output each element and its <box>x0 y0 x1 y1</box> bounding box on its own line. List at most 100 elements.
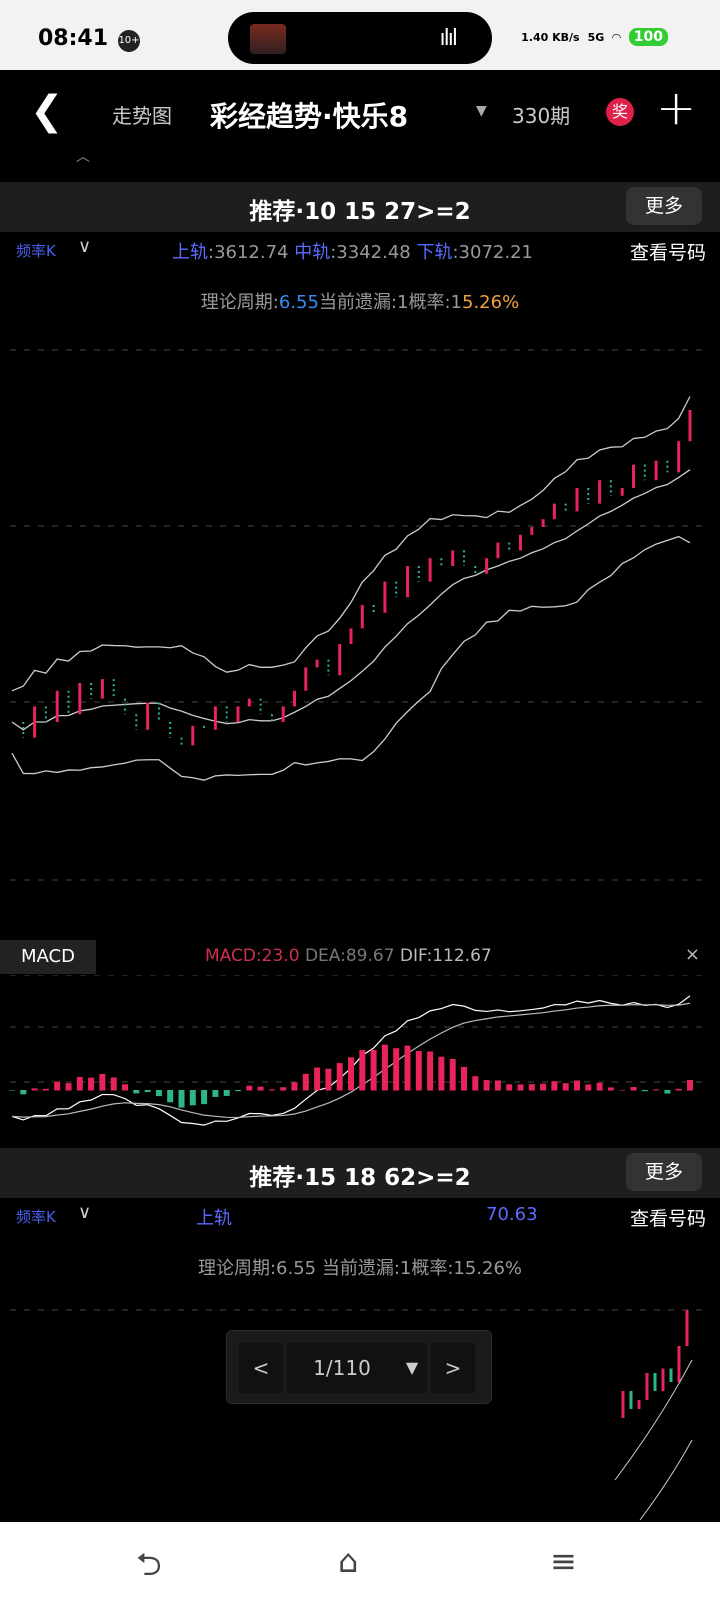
macd-bar <box>461 1066 467 1091</box>
issue-count[interactable]: 330期 <box>512 104 571 128</box>
status-bar: 08:41 10+ ılıl 1.40 KB/s 5G ◠ 100 <box>0 0 720 70</box>
freq-k-selector[interactable]: 频率K <box>16 1208 56 1226</box>
band-info-row-2: 频率K ∨ 上轨 70.63 查看号码 <box>0 1202 720 1232</box>
wifi-icon: ◠ <box>612 30 621 44</box>
back-chevron-left-icon[interactable]: ❮ <box>30 88 64 134</box>
dea-line <box>11 1002 691 1119</box>
page-title[interactable]: 彩经趋势·快乐8 <box>210 100 409 133</box>
macd-bar <box>619 1089 626 1091</box>
macd-bar <box>607 1087 614 1091</box>
macd-bar <box>189 1090 196 1106</box>
page-navigator: < 1/110 ▼ > <box>226 1330 492 1404</box>
macd-bar <box>76 1076 83 1091</box>
view-numbers-button[interactable]: 查看号码 <box>629 242 706 264</box>
title-dropdown-icon[interactable]: ▼ <box>476 103 487 119</box>
macd-bar <box>653 1089 660 1091</box>
macd-bar <box>99 1073 106 1091</box>
macd-bar <box>88 1077 95 1091</box>
macd-bar <box>359 1050 366 1091</box>
macd-header: MACD MACD:23.0 DEA:89.67 DIF:112.67 × <box>0 940 720 974</box>
macd-bar <box>585 1084 592 1091</box>
macd-bar <box>20 1090 27 1095</box>
macd-bar <box>438 1056 445 1091</box>
macd-bar <box>54 1081 61 1091</box>
recommend-title: 推荐·10 15 27>=2 <box>249 199 471 225</box>
macd-bar <box>574 1080 580 1091</box>
macd-bar <box>540 1083 547 1091</box>
macd-bar <box>472 1076 479 1091</box>
freq-k-selector[interactable]: 频率K <box>16 242 56 260</box>
macd-bar <box>687 1079 693 1091</box>
media-island[interactable]: ılıl <box>228 12 492 64</box>
recommend-title: 推荐·15 18 62>=2 <box>249 1165 471 1191</box>
band-info-row: 频率K ∨ 上轨:3612.74 中轨:3342.48 下轨:3072.21 查… <box>0 236 720 266</box>
macd-bar <box>122 1084 128 1091</box>
macd-label[interactable]: MACD <box>0 940 96 974</box>
macd-bar <box>381 1044 388 1091</box>
macd-bar <box>348 1057 354 1091</box>
recommend-bar-1: 推荐·10 15 27>=2 更多 <box>0 182 720 232</box>
macd-bar <box>404 1045 411 1091</box>
macd-bar <box>31 1088 38 1091</box>
macd-bar <box>201 1090 208 1105</box>
dea-value: DEA:89.67 <box>304 946 395 966</box>
macd-bar <box>110 1077 117 1091</box>
macd-bar <box>144 1090 151 1093</box>
collapse-chevron-icon[interactable]: ︿ <box>76 149 90 165</box>
plus-icon[interactable]: + <box>656 80 697 136</box>
view-numbers-button[interactable]: 查看号码 <box>629 1208 706 1230</box>
dif-value: DIF:112.67 <box>399 946 492 966</box>
page-indicator[interactable]: 1/110 <box>287 1343 397 1393</box>
macd-bar <box>664 1090 671 1094</box>
macd-bar <box>517 1084 524 1091</box>
macd-bar <box>596 1082 603 1091</box>
lower-band <box>639 1439 693 1521</box>
battery-indicator: 100 <box>628 28 668 46</box>
page-dropdown-icon[interactable]: ▼ <box>397 1343 427 1393</box>
macd-bar <box>551 1081 558 1091</box>
macd-bar <box>528 1084 535 1091</box>
top-nav: ❮ 走势图 彩经趋势·快乐8 ▼ 330期 奖 + <box>0 70 720 156</box>
prize-badge[interactable]: 奖 <box>606 98 634 126</box>
menu-icon[interactable]: ≡ <box>550 1542 577 1580</box>
macd-bar <box>641 1090 648 1092</box>
next-page-button[interactable]: > <box>431 1343 475 1393</box>
more-button[interactable]: 更多 <box>626 187 702 225</box>
macd-bar <box>212 1090 219 1097</box>
macd-bar <box>223 1090 230 1096</box>
macd-bar <box>630 1087 637 1091</box>
macd-bar <box>268 1089 275 1091</box>
macd-chart <box>9 975 710 1126</box>
kline-chart-2[interactable] <box>0 1290 720 1522</box>
period-info-2: 理论周期:6.55 当前遗漏:1概率:15.26% <box>197 1258 523 1279</box>
kline-chart[interactable] <box>0 330 720 900</box>
chevron-down-icon[interactable]: ∨ <box>78 1202 92 1223</box>
system-nav-bar: ⮌ ⌂ ≡ <box>0 1522 720 1608</box>
prev-page-button[interactable]: < <box>239 1343 283 1393</box>
notification-badge: 10+ <box>118 30 140 52</box>
macd-bar <box>325 1068 332 1091</box>
macd-bar <box>449 1058 456 1091</box>
trend-chart-link[interactable]: 走势图 <box>112 104 172 128</box>
macd-bar <box>291 1082 298 1091</box>
macd-bar <box>302 1073 309 1091</box>
lower-band <box>11 535 691 781</box>
back-icon[interactable]: ⮌ <box>136 1545 162 1583</box>
close-icon[interactable]: × <box>684 944 700 965</box>
more-button[interactable]: 更多 <box>626 1153 702 1191</box>
media-thumbnail <box>250 24 286 54</box>
macd-bar <box>133 1090 140 1094</box>
net-speed: 1.40 KB/s <box>521 30 580 44</box>
audio-wave-icon: ılıl <box>439 26 459 51</box>
macd-bar <box>65 1083 72 1091</box>
chevron-down-icon[interactable]: ∨ <box>78 236 92 257</box>
macd-bar <box>415 1050 422 1091</box>
macd-bar <box>42 1088 49 1091</box>
period-info: 理论周期:6.55当前遗漏:1概率:15.26% <box>200 292 520 313</box>
macd-bar <box>9 1090 15 1091</box>
macd-value: MACD:23.0 <box>205 946 300 966</box>
home-icon[interactable]: ⌂ <box>338 1542 359 1580</box>
network-type: 5G <box>587 30 605 44</box>
recommend-bar-2: 推荐·15 18 62>=2 更多 <box>0 1148 720 1198</box>
macd-bar <box>393 1048 400 1091</box>
